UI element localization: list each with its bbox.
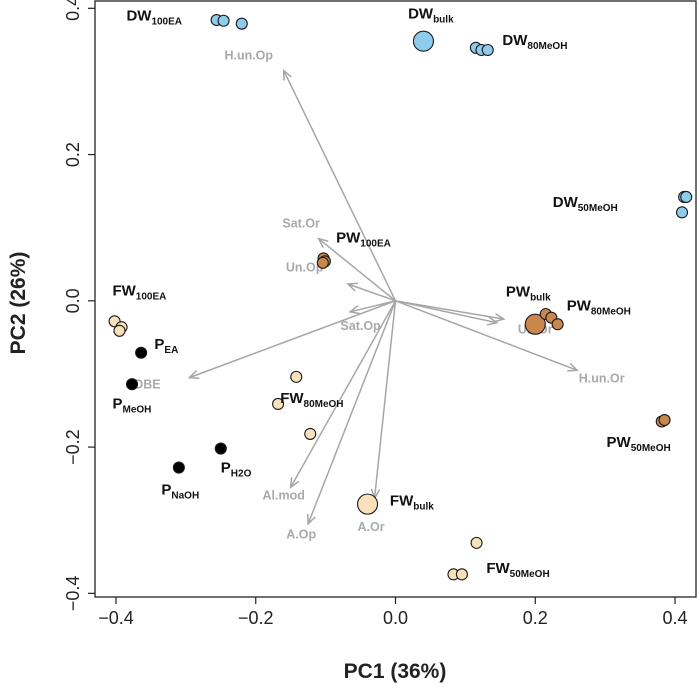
x-tick-label: −0.4 bbox=[98, 608, 134, 628]
point-dw bbox=[680, 190, 693, 204]
point-fw bbox=[455, 568, 468, 581]
vector-arrowhead bbox=[567, 362, 579, 372]
vector-label-a-op: A.Op bbox=[286, 527, 316, 541]
x-tick-label: 0.0 bbox=[383, 608, 408, 628]
y-tick-label: 0.2 bbox=[63, 142, 83, 167]
group-label-p-h2o: PH2O bbox=[221, 460, 252, 480]
group-label-p-meoh: PMeOH bbox=[112, 395, 151, 415]
vector-arrowhead bbox=[486, 316, 499, 326]
axes: −0.4 −0.2 0.0 0.2 0.4 −0.4 −0.2 0.0 0.2 0.4 bbox=[63, 0, 697, 628]
point-dw bbox=[412, 30, 435, 52]
group-label-dw-100ea: DW100EA bbox=[126, 8, 182, 28]
group-label-p-ea: PEA bbox=[154, 336, 178, 356]
group-label-dw-50meoh: DW50MeOH bbox=[553, 194, 618, 214]
point-dw bbox=[481, 43, 494, 57]
vector-arrowhead bbox=[346, 282, 359, 292]
group-label-fw-100ea: FW100EA bbox=[112, 283, 166, 303]
point-fw bbox=[356, 493, 379, 515]
vector-a-or bbox=[373, 300, 397, 499]
point-fw bbox=[272, 397, 285, 410]
vector-label-h-un-or: H.un.Or bbox=[579, 372, 625, 386]
vector-arrowhead bbox=[493, 312, 506, 323]
vector-sat-or-2 bbox=[395, 300, 497, 324]
point-fw bbox=[290, 370, 303, 383]
point-p bbox=[135, 346, 148, 359]
x-axis-title: PC1 (36%) bbox=[344, 660, 447, 683]
vector-arrowhead bbox=[306, 513, 316, 526]
group-label-fw-80meoh: FW80MeOH bbox=[280, 390, 343, 410]
vector-label-sat-or: Sat.Or bbox=[282, 217, 320, 231]
vector-un-op bbox=[347, 283, 396, 302]
vector-label-un-op: Un.Op bbox=[286, 261, 324, 275]
x-tick-label: 0.2 bbox=[523, 608, 548, 628]
group-label-pw-80meoh: PW80MeOH bbox=[567, 297, 631, 317]
point-p bbox=[125, 378, 139, 391]
point-dw bbox=[217, 14, 230, 27]
y-tick-label: −0.4 bbox=[63, 576, 83, 612]
vector-label-a-or: A.Or bbox=[357, 520, 384, 534]
point-pw bbox=[551, 318, 564, 331]
y-tick-label: 0.0 bbox=[63, 288, 83, 313]
vector-label-sat-op: Sat.Op bbox=[340, 319, 381, 333]
vector-un-or bbox=[395, 300, 504, 320]
group-labels: DW100EA DWbulk DW80MeOH DW50MeOH PW100EA PWbu… bbox=[112, 6, 670, 580]
point-dw bbox=[675, 206, 689, 219]
y-axis-title: PC2 (26%) bbox=[7, 252, 30, 355]
vector-h-un-op bbox=[283, 70, 397, 302]
point-pw bbox=[316, 256, 329, 269]
x-tick-label: 0.4 bbox=[663, 608, 688, 628]
point-dw bbox=[235, 17, 248, 30]
loading-vectors: H.un.Op Sat.Or Un.Op Sat.Op DBE Al.mod A.Op A.O… bbox=[134, 49, 624, 542]
vector-arrowhead bbox=[317, 237, 329, 248]
vector-label-al-mod: Al.mod bbox=[263, 489, 305, 503]
group-label-pw-50meoh: PW50MeOH bbox=[607, 434, 671, 454]
point-fw bbox=[470, 536, 483, 549]
point-pw bbox=[658, 413, 671, 427]
y-tick-label: −0.2 bbox=[63, 429, 83, 465]
vector-a-op bbox=[307, 300, 397, 525]
group-label-dw-80meoh: DW80MeOH bbox=[502, 32, 567, 52]
group-label-p-naoh: PNaOH bbox=[161, 482, 199, 502]
x-tick-label: −0.2 bbox=[238, 608, 274, 628]
group-label-fw-bulk: FWbulk bbox=[390, 493, 434, 513]
sample-points bbox=[108, 13, 693, 581]
y-tick-label: 0.4 bbox=[63, 0, 83, 21]
vector-arrowhead bbox=[348, 305, 361, 315]
vector-h-un-or bbox=[395, 300, 578, 372]
vector-arrowhead bbox=[282, 68, 292, 81]
vector-sat-op bbox=[349, 300, 396, 313]
vector-arrowhead bbox=[187, 370, 200, 379]
group-label-pw-100ea: PW100EA bbox=[336, 229, 391, 249]
point-fw bbox=[113, 324, 126, 337]
vector-label-dbe: DBE bbox=[134, 378, 160, 392]
vector-dbe bbox=[189, 300, 396, 379]
vector-al-mod bbox=[290, 300, 397, 488]
point-p bbox=[172, 461, 185, 474]
group-label-dw-bulk: DWbulk bbox=[408, 6, 454, 26]
vector-label-h-un-op: H.un.Op bbox=[224, 49, 273, 63]
group-label-pw-bulk: PWbulk bbox=[506, 283, 551, 303]
vector-arrowhead bbox=[289, 477, 300, 489]
vector-sat-or bbox=[318, 238, 396, 302]
point-fw bbox=[304, 427, 317, 440]
group-label-fw-50meoh: FW50MeOH bbox=[486, 560, 549, 580]
point-p bbox=[214, 442, 227, 455]
point-pw bbox=[524, 313, 546, 335]
